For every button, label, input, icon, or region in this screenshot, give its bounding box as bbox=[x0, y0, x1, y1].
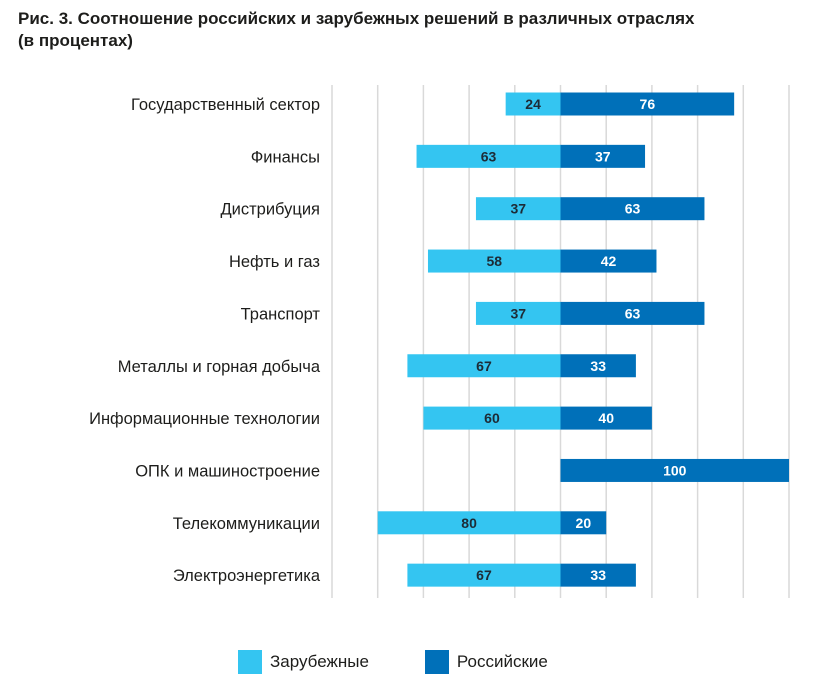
bar-russian bbox=[560, 197, 705, 221]
data-label-russian: 37 bbox=[595, 148, 611, 164]
legend-label-foreign: Зарубежные bbox=[270, 652, 369, 671]
category-label: ОПК и машиностроение bbox=[135, 462, 320, 480]
data-label-foreign: 80 bbox=[461, 515, 477, 531]
legend-label-russian: Российские bbox=[456, 652, 548, 671]
category-label: Финансы bbox=[251, 148, 320, 166]
bar-foreign bbox=[407, 563, 561, 587]
bar-russian bbox=[560, 406, 652, 430]
bar-russian bbox=[560, 563, 636, 587]
legend-item-russian: Российские bbox=[424, 650, 548, 674]
category-label: Транспорт bbox=[241, 305, 321, 323]
data-label-foreign: 60 bbox=[484, 410, 500, 426]
data-label-foreign: 58 bbox=[486, 253, 502, 269]
title-line-2: (в процентах) bbox=[18, 31, 133, 50]
bar-foreign bbox=[377, 511, 561, 535]
data-label-russian: 100 bbox=[663, 462, 687, 478]
data-label-foreign: 63 bbox=[481, 148, 497, 164]
category-label: Информационные технологии bbox=[89, 410, 320, 428]
category-label: Электроэнергетика bbox=[173, 567, 321, 585]
data-label-russian: 33 bbox=[590, 358, 606, 374]
data-label-foreign: 67 bbox=[476, 567, 492, 583]
bar-foreign bbox=[505, 92, 561, 116]
bar-foreign bbox=[427, 249, 561, 273]
bar-russian bbox=[560, 354, 636, 378]
bar-russian bbox=[560, 511, 607, 535]
data-label-russian: 20 bbox=[576, 515, 592, 531]
bar-russian bbox=[560, 458, 789, 482]
title-line-1: Рис. 3. Соотношение российских и зарубеж… bbox=[18, 9, 695, 28]
category-label: Нефть и газ bbox=[229, 253, 320, 271]
bar-russian bbox=[560, 92, 735, 116]
bar-foreign bbox=[475, 197, 561, 221]
legend-swatch-foreign bbox=[238, 650, 262, 674]
data-label-foreign: 67 bbox=[476, 358, 492, 374]
chart-title: Рис. 3. Соотношение российских и зарубеж… bbox=[18, 8, 695, 52]
data-label-russian: 63 bbox=[625, 305, 641, 321]
legend-item-foreign: Зарубежные bbox=[238, 650, 369, 674]
bar-foreign bbox=[423, 406, 561, 430]
category-label: Металлы и горная добыча bbox=[118, 358, 321, 376]
category-label: Телекоммуникации bbox=[173, 515, 320, 533]
category-label: Дистрибуция bbox=[220, 201, 320, 219]
legend: Зарубежные Российские bbox=[238, 650, 604, 674]
data-label-russian: 40 bbox=[598, 410, 614, 426]
bar-russian bbox=[560, 249, 657, 273]
data-label-russian: 33 bbox=[590, 567, 606, 583]
data-label-foreign: 37 bbox=[510, 305, 526, 321]
data-label-russian: 76 bbox=[640, 96, 656, 112]
data-label-foreign: 37 bbox=[510, 201, 526, 217]
data-label-russian: 63 bbox=[625, 201, 641, 217]
legend-swatch-russian bbox=[424, 650, 449, 674]
bar-russian bbox=[560, 144, 646, 168]
data-label-russian: 42 bbox=[601, 253, 617, 269]
bar-foreign bbox=[416, 144, 561, 168]
category-label: Государственный сектор bbox=[131, 96, 320, 114]
bar-russian bbox=[560, 301, 705, 325]
data-label-foreign: 24 bbox=[525, 96, 541, 112]
bar-foreign bbox=[407, 354, 561, 378]
bar-foreign bbox=[475, 301, 561, 325]
